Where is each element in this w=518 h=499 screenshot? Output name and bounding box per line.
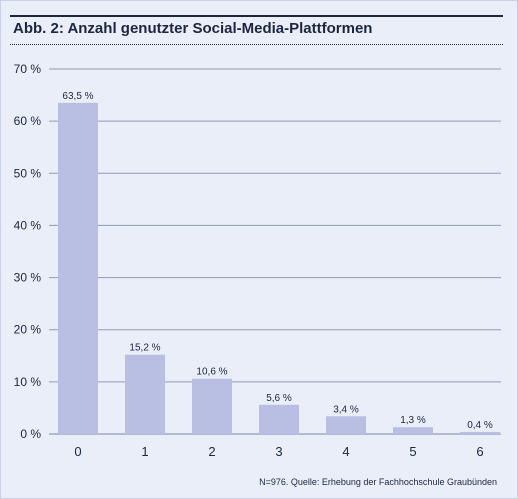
- data-label: 1,3 %: [400, 415, 426, 426]
- y-tick-label: 30 %: [14, 271, 42, 285]
- x-tick-label: 0: [74, 444, 81, 459]
- title-divider: [10, 44, 503, 45]
- y-tick-label: 40 %: [14, 218, 42, 232]
- x-tick-label: 1: [141, 444, 148, 459]
- data-label: 10,6 %: [196, 367, 227, 378]
- data-label: 5,6 %: [266, 393, 292, 404]
- bar-chart: 0 %10 %20 %30 %40 %50 %60 %70 %63,5 %015…: [14, 62, 501, 459]
- x-tick-label: 5: [409, 444, 416, 459]
- data-label: 0,4 %: [467, 420, 493, 431]
- y-tick-label: 70 %: [14, 62, 42, 76]
- bar: [125, 354, 165, 434]
- top-rule: [10, 15, 503, 17]
- data-label: 63,5 %: [62, 91, 93, 102]
- bar: [460, 431, 500, 434]
- x-tick-label: 6: [476, 444, 483, 459]
- chart-title: Abb. 2: Anzahl genutzter Social-Media-Pl…: [13, 20, 373, 37]
- y-tick-label: 10 %: [14, 375, 42, 389]
- data-label: 15,2 %: [129, 343, 160, 354]
- y-tick-label: 0 %: [20, 427, 41, 441]
- x-tick-label: 2: [208, 444, 215, 459]
- x-tick-label: 4: [342, 444, 349, 459]
- bar: [259, 404, 299, 434]
- y-tick-label: 60 %: [14, 114, 42, 128]
- x-tick-label: 3: [275, 444, 282, 459]
- source-note: N=976. Quelle: Erhebung der Fachhochschu…: [259, 477, 497, 487]
- data-label: 3,4 %: [333, 404, 359, 415]
- bar: [326, 416, 366, 434]
- y-tick-label: 20 %: [14, 323, 42, 337]
- y-tick-label: 50 %: [14, 166, 42, 180]
- bar: [393, 427, 433, 434]
- bar: [58, 102, 98, 435]
- bar: [192, 378, 232, 434]
